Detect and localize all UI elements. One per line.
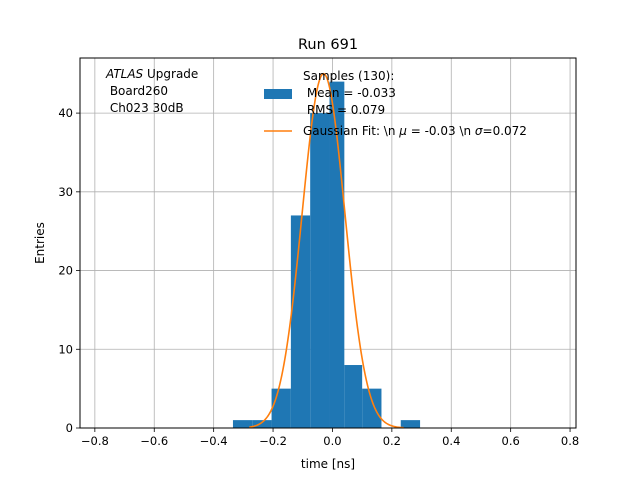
- y-tick-label: 40: [58, 106, 73, 120]
- gaussian-fit-curve: [249, 72, 404, 429]
- histogram-bar: [310, 113, 330, 428]
- x-tick-label: 0.8: [561, 434, 579, 448]
- legend-fit-prefix: Gaussian Fit: \n: [303, 124, 399, 138]
- histogram-bars: [232, 81, 421, 429]
- x-tick-label: −0.4: [200, 434, 228, 448]
- annotation-line-1: ATLAS Upgrade: [105, 67, 198, 81]
- plot-frame: [79, 57, 577, 429]
- legend-hist-line-2: Mean = -0.033: [303, 86, 396, 100]
- legend-hist-line-1: Samples (130):: [303, 69, 394, 83]
- y-tick-label: 10: [58, 342, 73, 356]
- y-axis-label: Entries: [33, 222, 47, 264]
- histogram-bar: [400, 420, 421, 428]
- histogram-bar: [271, 388, 291, 428]
- x-tick-label: −0.8: [81, 434, 109, 448]
- annotation-line-1-italic: ATLAS: [105, 67, 144, 81]
- x-tick-label: −0.2: [259, 434, 287, 448]
- annotation-line-3: Ch023 30dB: [106, 101, 184, 115]
- histogram-bar: [232, 420, 253, 428]
- x-tick-label: 0.6: [502, 434, 520, 448]
- legend-hist-swatch: [264, 89, 292, 99]
- y-tick-label: 20: [58, 264, 73, 278]
- legend-hist-line-3: RMS = 0.079: [303, 103, 385, 117]
- x-tick-label: −0.6: [140, 434, 168, 448]
- legend-fit-label: Gaussian Fit: \n μ = -0.03 \n σ=0.072: [303, 124, 527, 138]
- annotation-line-1-text: Upgrade: [143, 67, 198, 81]
- atlas-annotation: ATLAS Upgrade Board260 Ch023 30dB: [105, 67, 198, 115]
- x-tick-label: 0.2: [383, 434, 401, 448]
- chart-title: Run 691: [298, 37, 358, 53]
- y-tick-label: 0: [66, 421, 73, 435]
- y-tick-label: 30: [58, 185, 73, 199]
- legend-fit-sigma-symbol: σ: [475, 124, 483, 138]
- x-tick-label: 0.4: [442, 434, 460, 448]
- histogram-bar: [344, 365, 363, 428]
- histogram-bar: [362, 388, 382, 428]
- fit-curve-group: [249, 72, 404, 429]
- legend-fit-sigma-text: =0.072: [483, 124, 527, 138]
- annotation-line-2: Board260: [106, 84, 168, 98]
- x-axis-ticks: −0.8 −0.6 −0.4 −0.2 0.0 0.2 0.4 0.6 0.8: [81, 428, 579, 448]
- histogram-bar: [290, 215, 311, 428]
- legend-fit-mu-text: = -0.03 \n: [407, 124, 475, 138]
- legend: Samples (130): Mean = -0.033 RMS = 0.079…: [264, 69, 527, 138]
- x-tick-label: 0.0: [323, 434, 341, 448]
- x-axis-label: time [ns]: [301, 457, 355, 471]
- histogram-bar: [252, 420, 272, 428]
- y-axis-ticks: 0 10 20 30 40: [58, 106, 80, 435]
- legend-fit-mu-symbol: μ: [398, 124, 407, 138]
